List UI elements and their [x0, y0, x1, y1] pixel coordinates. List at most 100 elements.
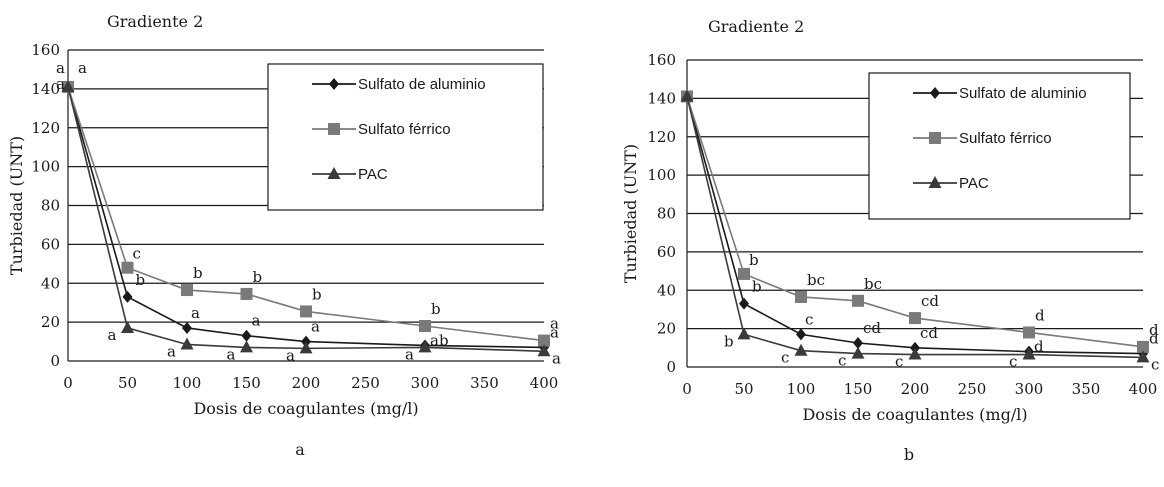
legend-label: Sulfato férrico	[959, 130, 1052, 147]
data-point	[537, 344, 551, 357]
significance-label: cd	[863, 319, 881, 337]
significance-label: c	[805, 310, 813, 328]
x-tick-label: 400	[530, 374, 559, 392]
data-point	[738, 267, 750, 280]
legend-label: Sulfato de aluminio	[959, 85, 1087, 102]
y-tick-label: 60	[41, 235, 60, 253]
legend: Sulfato de aluminio Sulfato férrico PAC	[267, 63, 544, 211]
significance-label: b	[752, 278, 762, 296]
significance-label: b	[136, 271, 146, 289]
significance-label: a	[286, 346, 295, 364]
legend-marker	[329, 78, 339, 90]
data-point	[1022, 347, 1036, 360]
y-tick-label: 20	[41, 313, 60, 331]
data-point	[908, 347, 922, 360]
legend-marker	[928, 176, 942, 188]
x-tick-label: 50	[118, 374, 137, 392]
significance-label: a	[550, 323, 559, 341]
data-point	[680, 89, 694, 102]
chart-title: Gradiente 2	[107, 12, 203, 31]
y-tick-label: 160	[647, 51, 676, 69]
significance-label: a	[552, 349, 561, 367]
data-point	[853, 337, 863, 350]
data-point	[1137, 340, 1149, 353]
legend-marker	[930, 87, 940, 99]
data-point	[240, 287, 253, 300]
x-tick-label: 300	[411, 374, 440, 392]
x-tick-label: 50	[734, 380, 753, 398]
legend-marker	[929, 132, 941, 144]
y-tick-label: 40	[657, 281, 676, 299]
x-axis-label: Dosis de coagulantes (mg/l)	[802, 405, 1027, 424]
x-tick-label: 250	[351, 374, 380, 392]
x-tick-label: 250	[958, 380, 987, 398]
data-point	[419, 320, 431, 333]
y-tick-label: 40	[41, 274, 60, 292]
x-tick-label: 100	[787, 380, 816, 398]
significance-label: b	[724, 332, 734, 350]
significance-label: a	[167, 342, 176, 360]
data-point	[852, 294, 864, 307]
significance-label: b	[253, 268, 263, 286]
significance-label: c	[895, 353, 903, 371]
legend-label: Sulfato de aluminio	[358, 76, 486, 93]
data-point	[121, 261, 134, 274]
legend-marker	[327, 167, 341, 179]
significance-label: a	[550, 315, 559, 333]
significance-label: cd	[921, 292, 939, 310]
significance-label: d	[1035, 306, 1045, 324]
significance-label: b	[193, 264, 203, 282]
significance-label: a	[56, 59, 65, 77]
legend-box	[868, 72, 1131, 220]
y-tick-label: 100	[647, 166, 676, 184]
legend-marker	[328, 123, 340, 135]
significance-label: d	[1034, 338, 1044, 356]
x-tick-label: 200	[901, 380, 930, 398]
x-tick-label: 300	[1015, 380, 1044, 398]
data-point	[61, 79, 75, 92]
significance-label: a	[252, 312, 261, 330]
y-tick-label: 160	[31, 41, 60, 59]
significance-label: d	[1149, 330, 1159, 348]
y-tick-label: 0	[50, 352, 60, 370]
significance-label: ab	[430, 331, 449, 349]
significance-label: bc	[807, 271, 825, 289]
data-point	[794, 343, 808, 356]
data-point	[795, 290, 807, 303]
x-tick-label: 150	[844, 380, 873, 398]
data-point	[121, 320, 134, 333]
data-point	[796, 328, 806, 341]
y-tick-label: 80	[657, 205, 676, 223]
significance-label: b	[312, 285, 322, 303]
legend: Sulfato de aluminio Sulfato férrico PAC	[868, 72, 1131, 220]
legend-label: PAC	[358, 166, 388, 183]
chart-title: Gradiente 2	[708, 17, 804, 36]
legend-box	[267, 63, 544, 211]
x-tick-label: 0	[63, 374, 73, 392]
x-tick-label: 100	[173, 374, 202, 392]
significance-label: cd	[920, 324, 938, 342]
significance-label: c	[1009, 353, 1017, 371]
data-point	[182, 321, 192, 334]
data-point	[909, 312, 921, 325]
x-axis-label: Dosis de coagulantes (mg/l)	[193, 399, 418, 418]
significance-label: a	[405, 345, 414, 363]
significance-label: bc	[864, 275, 882, 293]
data-point	[739, 297, 749, 310]
data-point	[299, 341, 313, 354]
panel-caption: b	[904, 445, 914, 464]
data-point	[1136, 350, 1150, 363]
data-point	[240, 340, 253, 353]
data-point	[241, 329, 252, 342]
legend-label: Sulfato férrico	[358, 121, 451, 138]
x-tick-label: 400	[1129, 380, 1158, 398]
data-point	[418, 340, 432, 353]
data-point	[181, 284, 193, 297]
legend-label: PAC	[959, 175, 989, 192]
x-tick-label: 0	[682, 380, 692, 398]
data-point	[180, 337, 194, 350]
y-axis-label: Turbiedad (UNT)	[621, 144, 640, 283]
data-point	[122, 290, 133, 303]
data-point	[737, 327, 751, 340]
